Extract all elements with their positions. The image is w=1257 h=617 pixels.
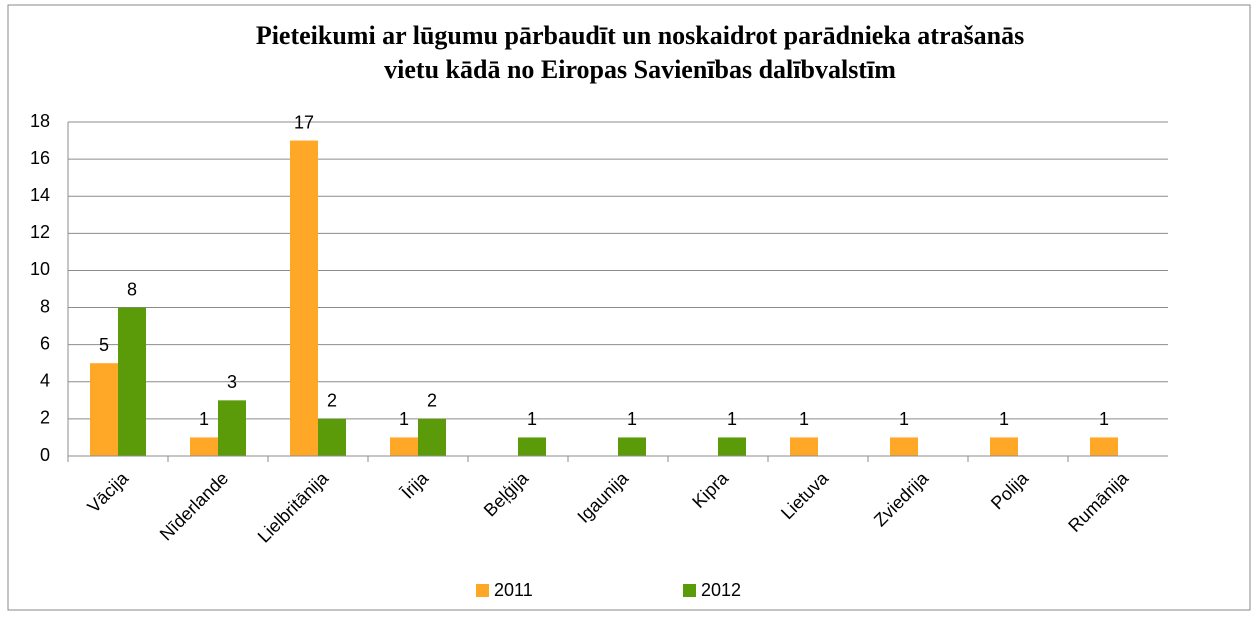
y-tick-label: 4 xyxy=(40,371,50,391)
bar xyxy=(718,437,746,456)
y-tick-label: 18 xyxy=(30,111,50,131)
bar xyxy=(1090,437,1118,456)
data-label: 3 xyxy=(227,372,237,392)
x-tick-label: Polija xyxy=(987,467,1033,513)
x-tick-label: Rumānija xyxy=(1064,467,1133,536)
data-label: 1 xyxy=(399,409,409,429)
data-label: 1 xyxy=(999,409,1009,429)
chart-title: Pieteikumi ar lūgumu pārbaudīt un noskai… xyxy=(256,21,1024,50)
bar xyxy=(790,437,818,456)
bar xyxy=(418,418,446,456)
x-tick-label: Beļģija xyxy=(480,467,533,520)
x-tick-label: Vācija xyxy=(83,467,133,517)
data-label: 1 xyxy=(899,409,909,429)
y-tick-label: 0 xyxy=(40,445,50,465)
chart-frame xyxy=(7,4,1251,611)
data-label: 17 xyxy=(294,112,314,132)
bar xyxy=(290,140,318,457)
y-tick-label: 10 xyxy=(30,259,50,279)
bar xyxy=(218,400,246,456)
legend-label: 2011 xyxy=(494,580,533,600)
data-label: 5 xyxy=(99,335,109,355)
y-tick-label: 6 xyxy=(40,333,50,353)
data-label: 1 xyxy=(527,409,537,429)
bar xyxy=(990,437,1018,456)
data-label: 1 xyxy=(799,409,809,429)
chart-title: vietu kādā no Eiropas Savienības dalībva… xyxy=(384,55,896,84)
x-tick-label: Nīderlande xyxy=(156,468,232,544)
y-tick-label: 12 xyxy=(30,222,50,242)
data-label: 1 xyxy=(627,409,637,429)
y-tick-label: 16 xyxy=(30,148,50,168)
y-tick-label: 14 xyxy=(30,185,50,205)
y-tick-label: 8 xyxy=(40,296,50,316)
y-tick-label: 2 xyxy=(40,408,50,428)
x-tick-label: Īrija xyxy=(398,467,433,502)
data-label: 8 xyxy=(127,279,137,299)
data-label: 2 xyxy=(427,391,437,411)
bar xyxy=(618,437,646,456)
legend-swatch xyxy=(476,584,489,597)
data-label: 1 xyxy=(199,409,209,429)
x-tick-label: Zviedrija xyxy=(870,467,933,530)
legend-swatch xyxy=(683,584,696,597)
bar xyxy=(118,307,146,456)
legend-label: 2012 xyxy=(701,580,741,600)
x-tick-label: Igaunija xyxy=(573,467,632,526)
data-label: 2 xyxy=(327,391,337,411)
bar xyxy=(90,363,118,456)
x-tick-label: Lielbritānija xyxy=(254,467,333,546)
bar xyxy=(390,437,418,456)
bar xyxy=(518,437,546,456)
bar xyxy=(890,437,918,456)
data-label: 1 xyxy=(1099,409,1109,429)
bar xyxy=(190,437,218,456)
x-tick-label: Lietuva xyxy=(777,467,833,523)
bar xyxy=(318,418,346,456)
data-label: 1 xyxy=(727,409,737,429)
x-tick-label: Kipra xyxy=(688,467,733,512)
